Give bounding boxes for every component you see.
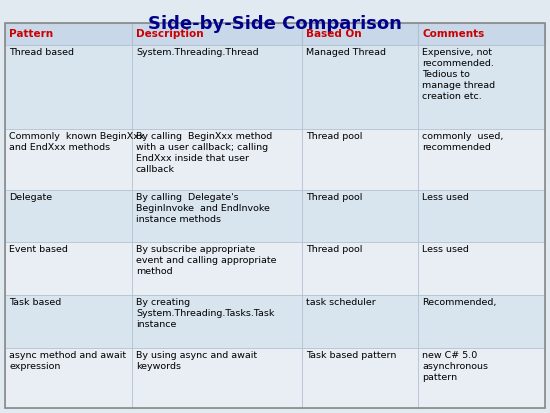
Bar [302,347,418,408]
Text: By using async and await
keywords: By using async and await keywords [136,351,257,370]
Bar [302,23,418,45]
Bar [132,129,302,190]
Bar [418,242,545,295]
Text: new C# 5.0
asynchronous
pattern: new C# 5.0 asynchronous pattern [422,351,488,382]
Text: Pattern: Pattern [9,29,53,39]
Bar [418,23,545,45]
Bar [5,45,132,129]
Bar [302,242,418,295]
Bar [418,347,545,408]
Text: By creating
System.Threading.Tasks.Task
instance: By creating System.Threading.Tasks.Task … [136,298,274,329]
Text: Expensive, not
recommended.
Tedious to
manage thread
creation etc.: Expensive, not recommended. Tedious to m… [422,48,495,102]
Text: Thread pool: Thread pool [306,193,362,202]
Bar [418,45,545,129]
Bar [5,295,132,347]
Bar [132,190,302,242]
Bar [132,23,302,45]
Bar [5,190,132,242]
Text: By calling  Delegate's
BeginInvoke  and EndInvoke
instance methods: By calling Delegate's BeginInvoke and En… [136,193,270,224]
Text: Side-by-Side Comparison: Side-by-Side Comparison [148,15,402,33]
Bar [302,45,418,129]
Text: task scheduler: task scheduler [306,298,376,307]
Bar [5,129,132,190]
Bar [302,295,418,347]
Bar [302,190,418,242]
Bar [5,347,132,408]
Text: Task based pattern: Task based pattern [306,351,397,359]
Text: Less used: Less used [422,193,469,202]
Text: Managed Thread: Managed Thread [306,48,386,57]
Text: System.Threading.Thread: System.Threading.Thread [136,48,258,57]
Bar [302,129,418,190]
Bar [418,190,545,242]
Text: Thread pool: Thread pool [306,245,362,254]
Text: Comments: Comments [422,29,485,39]
Text: Less used: Less used [422,245,469,254]
Bar [132,242,302,295]
Bar [5,242,132,295]
Text: Event based: Event based [9,245,68,254]
Bar [132,347,302,408]
Bar [132,45,302,129]
Text: Based On: Based On [306,29,362,39]
Bar [418,295,545,347]
Text: Task based: Task based [9,298,61,307]
Text: async method and await
expression: async method and await expression [9,351,126,370]
Bar [132,295,302,347]
Text: commonly  used,
recommended: commonly used, recommended [422,132,503,152]
Text: Commonly  known BeginXxx
and EndXxx methods: Commonly known BeginXxx and EndXxx metho… [9,132,145,152]
Bar [5,23,132,45]
Text: By calling  BeginXxx method
with a user callback; calling
EndXxx inside that use: By calling BeginXxx method with a user c… [136,132,272,174]
Text: By subscribe appropriate
event and calling appropriate
method: By subscribe appropriate event and calli… [136,245,277,276]
Text: Thread pool: Thread pool [306,132,362,141]
Text: Delegate: Delegate [9,193,52,202]
Text: Recommended,: Recommended, [422,298,497,307]
Bar [418,129,545,190]
Text: Thread based: Thread based [9,48,74,57]
Text: Description: Description [136,29,204,39]
